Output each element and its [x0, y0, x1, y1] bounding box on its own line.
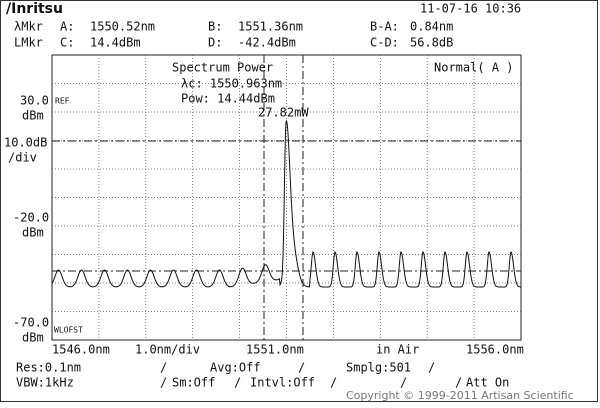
svg-text:/: / — [428, 361, 435, 375]
svg-text:/: / — [455, 376, 462, 390]
marker-field: B-A: — [370, 20, 399, 34]
intvl: Intvl:Off — [250, 376, 315, 390]
x-center: 1551.0nm — [246, 343, 304, 357]
smplg: Smplg:501 — [346, 361, 411, 375]
ref-tag: REF — [55, 97, 70, 106]
scale: 10.0dB — [4, 136, 47, 150]
marker-field: B: — [208, 20, 222, 34]
marker-field: D: — [208, 36, 222, 50]
mid-level: -20.0 — [13, 211, 49, 225]
power-mw: 27.82mW — [258, 106, 309, 120]
scale-unit: /div — [8, 151, 37, 165]
vbw: VBW:1kHz — [16, 376, 74, 390]
ref-unit: dBm — [22, 109, 44, 123]
marker-field: 56.8dB — [410, 36, 453, 50]
bottom-unit: dBm — [22, 331, 44, 345]
copyright: Copyright © 1999-2011 Artisan Scientific — [346, 389, 574, 402]
marker-field: LMkr — [14, 36, 43, 50]
x-medium: in Air — [376, 343, 419, 357]
offset-tag: WLOFST — [54, 326, 83, 335]
spectrum-trace — [51, 119, 521, 288]
avg: Avg:Off — [210, 361, 261, 375]
center-wavelength: λc: 1550.963nm — [181, 77, 282, 91]
svg-text:/: / — [400, 376, 407, 390]
svg-text:/: / — [160, 376, 167, 390]
mode: Normal( A ) — [434, 61, 513, 75]
x-span: 1.0nm/div — [135, 343, 200, 357]
mid-unit: dBm — [22, 226, 44, 240]
analysis-title: Spectrum Power — [172, 61, 273, 75]
marker-field: A: — [60, 20, 74, 34]
svg-text:/: / — [330, 376, 337, 390]
slashes: / / / / / / / / — [160, 361, 462, 390]
marker-field: 0.84nm — [410, 20, 453, 34]
res: Res:0.1nm — [16, 361, 81, 375]
logo: /Inritsu — [6, 1, 63, 17]
sm: Sm:Off — [172, 376, 215, 390]
x-start: 1546.0nm — [52, 343, 110, 357]
plot-area — [51, 54, 522, 341]
marker-field: -42.4dBm — [238, 36, 296, 50]
marker-field: C-D: — [370, 36, 399, 50]
marker-field: 14.4dBm — [90, 36, 141, 50]
svg-text:/: / — [234, 376, 241, 390]
marker-field: 1551.36nm — [238, 20, 303, 34]
bottom-level: -70.0 — [13, 316, 49, 330]
marker-field: C: — [60, 36, 74, 50]
marker-field: λMkr — [14, 20, 43, 34]
marker-field: 1550.52nm — [90, 20, 155, 34]
power-dbm: Pow: 14.44dBm — [181, 92, 275, 106]
svg-text:/: / — [298, 361, 305, 375]
ref-level: 30.0 — [20, 94, 49, 108]
svg-text:/: / — [160, 361, 167, 375]
x-stop: 1556.0nm — [466, 343, 524, 357]
att: Att On — [466, 376, 509, 390]
datetime: 11-07-16 10:36 — [420, 2, 521, 16]
